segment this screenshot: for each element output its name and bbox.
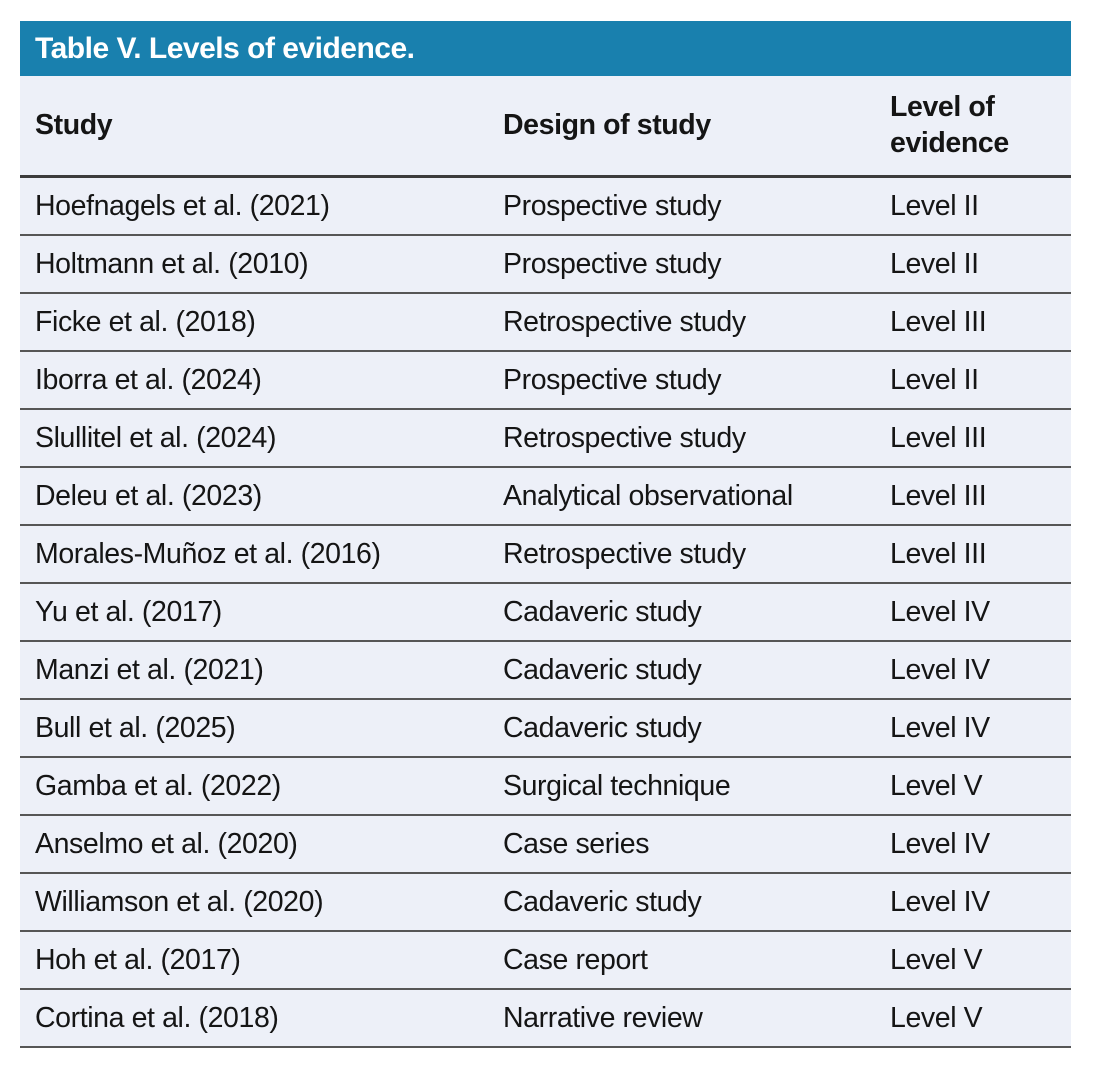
level-cell: Level III [890,409,1071,468]
level-cell: Level III [890,467,1071,526]
design-cell: Prospective study [503,235,890,294]
study-cell: Hoefnagels et al. (2021) [20,176,503,236]
level-cell: Level IV [890,815,1071,874]
design-cell: Cadaveric study [503,641,890,700]
table-row: Ficke et al. (2018) Retrospective study … [20,293,1071,352]
table-row: Williamson et al. (2020) Cadaveric study… [20,873,1071,932]
design-cell: Analytical observational [503,467,890,526]
design-cell: Prospective study [503,176,890,236]
design-cell: Cadaveric study [503,699,890,758]
level-cell: Level II [890,176,1071,236]
table-row: Manzi et al. (2021) Cadaveric study Leve… [20,641,1071,700]
table-row: Yu et al. (2017) Cadaveric study Level I… [20,583,1071,642]
level-cell: Level II [890,235,1071,294]
table-row: Hoh et al. (2017) Case report Level V [20,931,1071,990]
study-cell: Bull et al. (2025) [20,699,503,758]
study-cell: Holtmann et al. (2010) [20,235,503,294]
levels-of-evidence-table: Study Design of study Level of evidence … [20,76,1071,1048]
study-cell: Slullitel et al. (2024) [20,409,503,468]
level-cell: Level V [890,757,1071,816]
study-cell: Gamba et al. (2022) [20,757,503,816]
table-row: Iborra et al. (2024) Prospective study L… [20,351,1071,410]
design-cell: Surgical technique [503,757,890,816]
design-cell: Cadaveric study [503,583,890,642]
level-cell: Level V [890,989,1071,1048]
table-row: Cortina et al. (2018) Narrative review L… [20,989,1071,1048]
level-cell: Level IV [890,641,1071,700]
level-cell: Level IV [890,699,1071,758]
design-cell: Narrative review [503,989,890,1048]
design-cell: Retrospective study [503,525,890,584]
table-row: Holtmann et al. (2010) Prospective study… [20,235,1071,294]
table-row: Deleu et al. (2023) Analytical observati… [20,467,1071,526]
design-cell: Case report [503,931,890,990]
table-row: Morales-Muñoz et al. (2016) Retrospectiv… [20,525,1071,584]
column-header-study: Study [20,76,503,178]
column-header-design: Design of study [503,76,890,178]
study-cell: Morales-Muñoz et al. (2016) [20,525,503,584]
header-row: Study Design of study Level of evidence [20,76,1071,178]
level-cell: Level V [890,931,1071,990]
study-cell: Williamson et al. (2020) [20,873,503,932]
level-cell: Level II [890,351,1071,410]
level-cell: Level III [890,525,1071,584]
study-cell: Deleu et al. (2023) [20,467,503,526]
table-row: Gamba et al. (2022) Surgical technique L… [20,757,1071,816]
level-cell: Level III [890,293,1071,352]
design-cell: Case series [503,815,890,874]
study-cell: Anselmo et al. (2020) [20,815,503,874]
table-title: Table V. Levels of evidence. [35,31,415,65]
study-cell: Yu et al. (2017) [20,583,503,642]
study-cell: Iborra et al. (2024) [20,351,503,410]
level-cell: Level IV [890,873,1071,932]
table-row: Hoefnagels et al. (2021) Prospective stu… [20,176,1071,236]
design-cell: Prospective study [503,351,890,410]
column-header-level: Level of evidence [890,76,1071,178]
study-cell: Ficke et al. (2018) [20,293,503,352]
design-cell: Retrospective study [503,293,890,352]
study-cell: Manzi et al. (2021) [20,641,503,700]
table-row: Bull et al. (2025) Cadaveric study Level… [20,699,1071,758]
table-title-bar: Table V. Levels of evidence. [20,21,1071,76]
table-row: Slullitel et al. (2024) Retrospective st… [20,409,1071,468]
study-cell: Cortina et al. (2018) [20,989,503,1048]
table-row: Anselmo et al. (2020) Case series Level … [20,815,1071,874]
study-cell: Hoh et al. (2017) [20,931,503,990]
design-cell: Cadaveric study [503,873,890,932]
level-cell: Level IV [890,583,1071,642]
design-cell: Retrospective study [503,409,890,468]
levels-of-evidence-table-container: Table V. Levels of evidence. Study Desig… [20,21,1071,1048]
